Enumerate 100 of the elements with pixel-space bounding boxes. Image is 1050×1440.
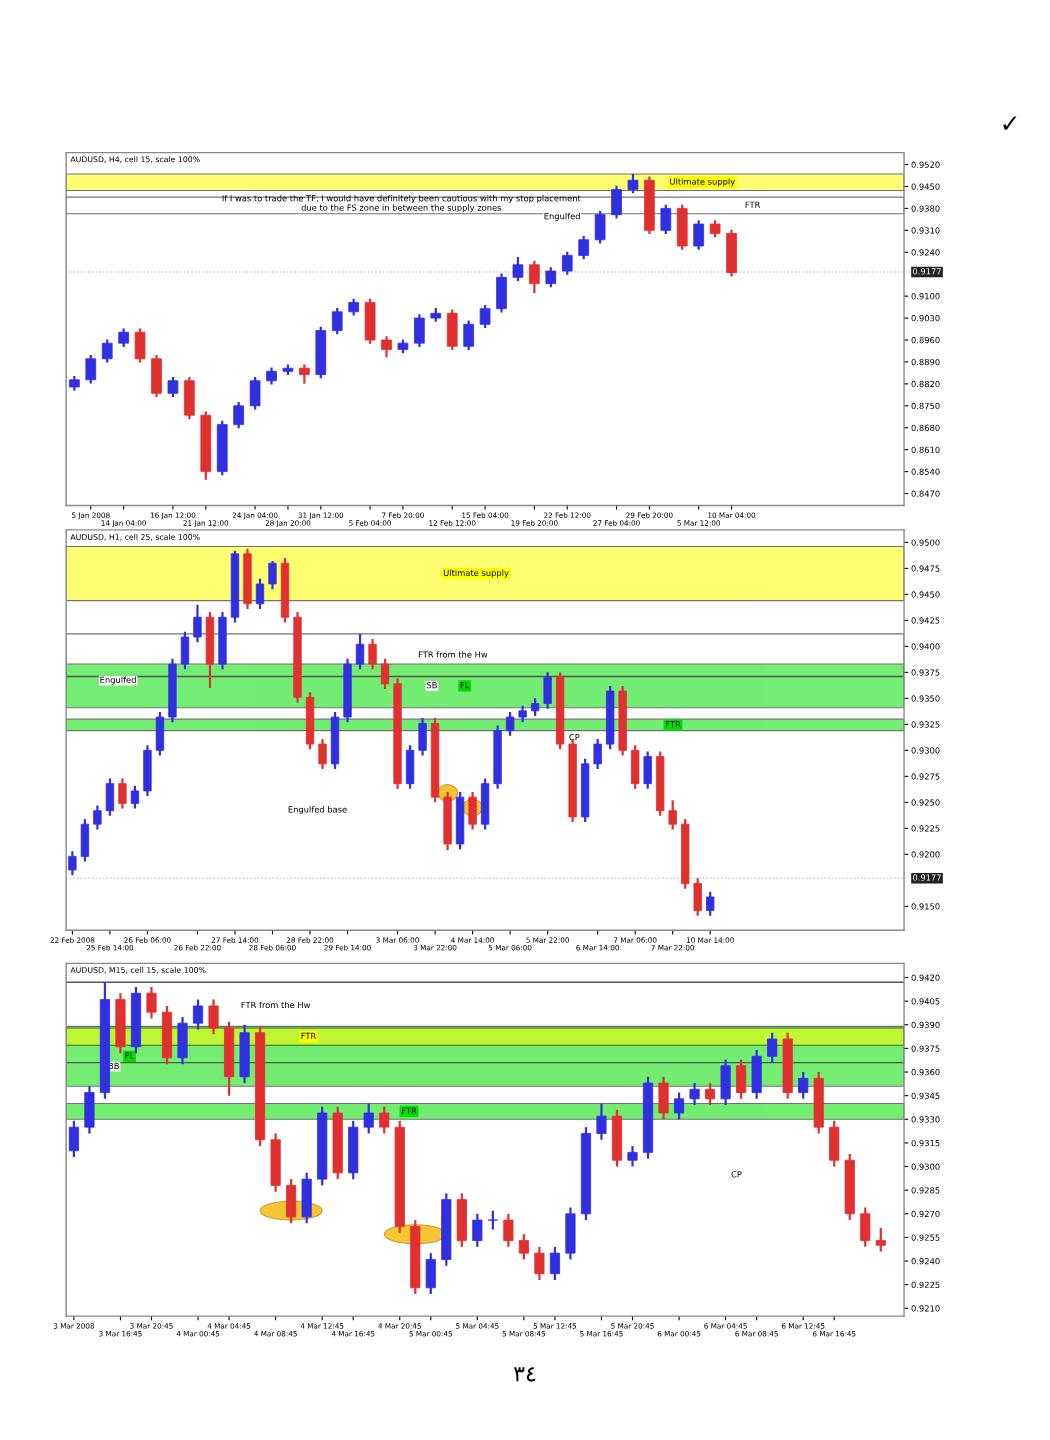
- candlestick: [414, 313, 425, 349]
- candlestick: [565, 1206, 576, 1261]
- candlestick: [315, 325, 327, 380]
- candlestick: [705, 1081, 716, 1107]
- candlestick: [161, 1004, 173, 1066]
- candlestick: [463, 319, 475, 352]
- candlestick: [180, 630, 190, 671]
- candlestick: [660, 203, 672, 236]
- candlestick: [673, 1091, 685, 1121]
- candlestick: [751, 1048, 762, 1100]
- candlestick: [676, 203, 688, 251]
- candlestick: [875, 1226, 886, 1253]
- candlestick: [299, 363, 310, 385]
- candlestick: [115, 992, 126, 1055]
- candlestick: [594, 209, 606, 245]
- candlestick: [331, 306, 343, 336]
- candlestick: [330, 710, 340, 771]
- candlestick: [829, 1119, 840, 1168]
- candlestick: [425, 1252, 436, 1296]
- candlestick: [689, 1081, 700, 1107]
- candlestick: [368, 637, 377, 671]
- candlestick: [205, 610, 215, 690]
- candlestick: [798, 1070, 809, 1100]
- candlestick: [578, 234, 590, 261]
- candlestick: [167, 375, 179, 399]
- candlestick: [518, 1233, 529, 1261]
- candlestick: [611, 1108, 623, 1168]
- candlestick: [118, 327, 129, 349]
- candlestick: [529, 259, 540, 295]
- candlestick: [192, 998, 204, 1031]
- candlestick: [155, 710, 165, 757]
- candlestick: [268, 560, 277, 591]
- candlestick: [726, 228, 737, 278]
- candlestick: [534, 1245, 545, 1282]
- candlestick: [455, 790, 465, 851]
- candlestick: [216, 419, 228, 477]
- candlestick: [596, 1102, 607, 1141]
- candlestick: [84, 1085, 95, 1135]
- candlestick: [348, 1119, 359, 1181]
- candlestick: [101, 338, 113, 364]
- candlestick: [627, 172, 639, 195]
- candlestick: [68, 1119, 79, 1159]
- text: ✓: [1003, 116, 1017, 130]
- candlestick: [134, 327, 146, 364]
- candlestick: [706, 890, 715, 917]
- candlestick: [364, 297, 376, 345]
- candlestick: [255, 577, 265, 611]
- candlestick: [561, 250, 573, 276]
- candlestick: [512, 255, 524, 283]
- candlestick: [736, 1058, 747, 1100]
- candlestick: [468, 790, 477, 831]
- candlestick: [286, 1178, 297, 1225]
- candlestick: [355, 632, 365, 671]
- candlestick: [363, 1102, 374, 1135]
- candlestick: [146, 985, 157, 1020]
- candlestick: [151, 353, 162, 399]
- text: ٣٤: [513, 1367, 536, 1382]
- candlestick: [380, 657, 390, 691]
- candlestick: [193, 603, 202, 644]
- candlestick: [105, 777, 115, 817]
- candlestick: [85, 353, 97, 385]
- candlestick: [208, 998, 219, 1036]
- candlestick: [487, 1209, 498, 1231]
- candlestick: [479, 303, 491, 330]
- candlestick: [658, 1075, 669, 1121]
- candlestick: [767, 1031, 778, 1064]
- candlestick: [643, 750, 652, 790]
- candlestick: [318, 737, 327, 771]
- candlestick: [720, 1058, 731, 1107]
- candlestick: [496, 272, 507, 314]
- candlestick: [693, 219, 705, 251]
- candlestick: [549, 1245, 560, 1282]
- candlestick: [233, 400, 245, 430]
- candlestick: [860, 1206, 871, 1248]
- candlestick: [218, 610, 227, 671]
- candlestick: [93, 804, 102, 831]
- candlestick: [472, 1212, 483, 1248]
- candlestick: [405, 744, 415, 790]
- candlestick: [631, 744, 640, 790]
- candlestick: [301, 1171, 312, 1225]
- candlestick: [446, 308, 458, 352]
- candlestick: [143, 744, 152, 798]
- candlestick: [177, 1015, 188, 1066]
- candlestick: [381, 335, 392, 359]
- candlestick: [68, 850, 77, 877]
- candlestick: [545, 266, 557, 289]
- candlestick: [249, 375, 261, 411]
- candlestick: [379, 1105, 390, 1135]
- candlestick: [239, 1023, 250, 1085]
- candlestick: [611, 184, 622, 220]
- candlestick: [456, 1192, 467, 1248]
- candlestick: [627, 1144, 638, 1168]
- candlestick: [443, 790, 452, 852]
- candlestick: [503, 1212, 514, 1248]
- candlestick: [305, 691, 315, 751]
- candlestick: [270, 1132, 281, 1193]
- candlestick: [184, 375, 195, 421]
- candlestick: [80, 817, 90, 863]
- candlestick: [130, 784, 140, 810]
- candlestick: [118, 777, 127, 810]
